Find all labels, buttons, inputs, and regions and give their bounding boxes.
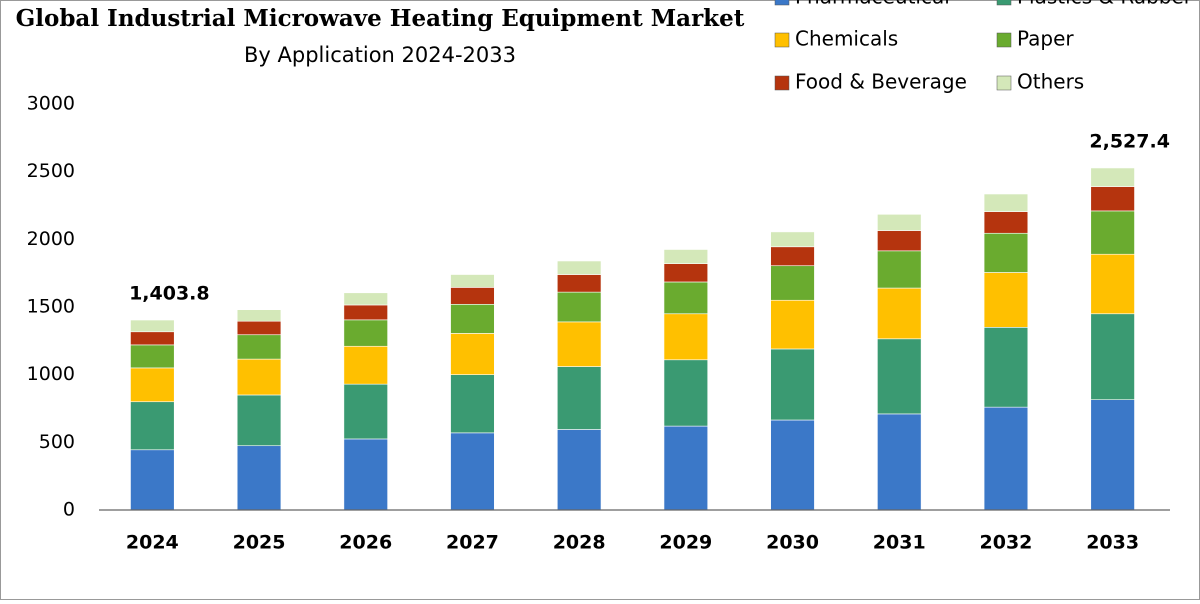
bar-segment (663, 249, 709, 264)
bar-segment (450, 432, 495, 511)
bar-segment (236, 394, 282, 447)
bar-segment (1090, 253, 1135, 315)
bar-segment (1090, 167, 1135, 187)
bar-segment (770, 246, 815, 267)
bar-segment (450, 287, 495, 305)
bar-segment (343, 292, 388, 306)
bar-segment (1090, 313, 1135, 401)
legend: Pharmaceutical Plastics & Rubber Chemicals… (774, 0, 1193, 94)
bar-segment (663, 425, 709, 511)
bar-segment (877, 338, 922, 415)
bar-segment (983, 193, 1029, 212)
bar-segment (770, 419, 815, 511)
bar-segment (236, 309, 282, 322)
bar-segment (343, 438, 388, 511)
bar-segment (236, 334, 282, 360)
x-tick-label: 2027 (446, 532, 499, 554)
plot-area: 0 500 1000 1500 2000 2500 3000 2024 2025 2026 2027… (27, 93, 1170, 554)
bar-segment (1090, 210, 1135, 255)
bar-segment (983, 211, 1029, 234)
bar-segment (877, 230, 922, 252)
x-tick-label: 2028 (553, 532, 606, 554)
y-tick-label: 1500 (27, 296, 75, 318)
bar-segment (770, 299, 815, 350)
chart-title: Global Industrial Microwave Heating Equi… (16, 5, 745, 32)
y-tick-label: 0 (63, 499, 75, 521)
total-label: 1,403.8 (129, 283, 210, 305)
x-tick-label: 2025 (233, 532, 286, 554)
bar-segment (663, 281, 709, 315)
y-tick-label: 2000 (27, 228, 75, 250)
x-tick-label: 2030 (766, 532, 819, 554)
bar-segment (983, 232, 1029, 273)
x-tick-label: 2024 (126, 532, 179, 554)
bar-segment (130, 344, 175, 369)
x-tick-label: 2032 (980, 532, 1033, 554)
bar-segment (1090, 399, 1135, 511)
legend-label: Chemicals (795, 27, 898, 51)
x-tick-label: 2033 (1086, 532, 1139, 554)
x-tick-label: 2029 (659, 532, 712, 554)
bar-segment (556, 274, 602, 293)
bar-segment (450, 303, 495, 334)
chart-subtitle: By Application 2024-2033 (244, 43, 516, 67)
bar-segment (130, 401, 175, 451)
bar-segment (556, 429, 602, 511)
bar-segment (663, 263, 709, 283)
bar-segment (343, 383, 388, 440)
bar-segment (663, 359, 709, 427)
bar-segment (556, 321, 602, 367)
bar-segment (130, 331, 175, 346)
legend-label: Pharmaceutical (795, 0, 950, 9)
legend-swatch (774, 75, 790, 91)
bar-segment (236, 445, 282, 511)
legend-label: Others (1017, 70, 1084, 94)
bar-segment (450, 333, 495, 375)
y-tick-label: 1000 (27, 363, 75, 385)
bar-segment (130, 449, 175, 511)
bar-segment (343, 319, 388, 347)
bar-segment (770, 231, 815, 248)
bar-segment (556, 366, 602, 430)
legend-swatch (996, 0, 1012, 6)
legend-label: Food & Beverage (795, 70, 967, 94)
bar-segment (877, 413, 922, 511)
bar-segment (450, 374, 495, 434)
y-tick-label: 500 (39, 431, 75, 453)
bar-segment (556, 291, 602, 323)
bar-segment (450, 274, 495, 288)
bar-segment (983, 272, 1029, 328)
bar-segment (877, 213, 922, 231)
bar-segment (343, 345, 388, 385)
bar-segment (1090, 186, 1135, 212)
legend-swatch (774, 32, 790, 48)
legend-label: Paper (1017, 27, 1074, 51)
y-tick-label: 3000 (27, 93, 75, 115)
legend-swatch (996, 75, 1012, 91)
legend-swatch (774, 0, 790, 6)
bar-segment (663, 313, 709, 361)
bar-segment (770, 265, 815, 301)
bar-segment (877, 287, 922, 340)
bar-segment (236, 320, 282, 336)
bar-segment (343, 304, 388, 321)
bar-segment (556, 260, 602, 275)
bar-segment (770, 348, 815, 421)
bar-segment (877, 250, 922, 289)
bar-segment (983, 406, 1029, 511)
legend-label: Plastics & Rubber (1017, 0, 1193, 9)
legend-swatch (996, 32, 1012, 48)
bar-segment (236, 358, 282, 396)
y-tick-label: 2500 (27, 160, 75, 182)
bar-segment (130, 367, 175, 403)
x-tick-label: 2026 (339, 532, 392, 554)
bar-segment (983, 326, 1029, 408)
x-tick-label: 2031 (873, 532, 926, 554)
bar-segment (130, 319, 175, 333)
total-label: 2,527.4 (1089, 130, 1170, 152)
